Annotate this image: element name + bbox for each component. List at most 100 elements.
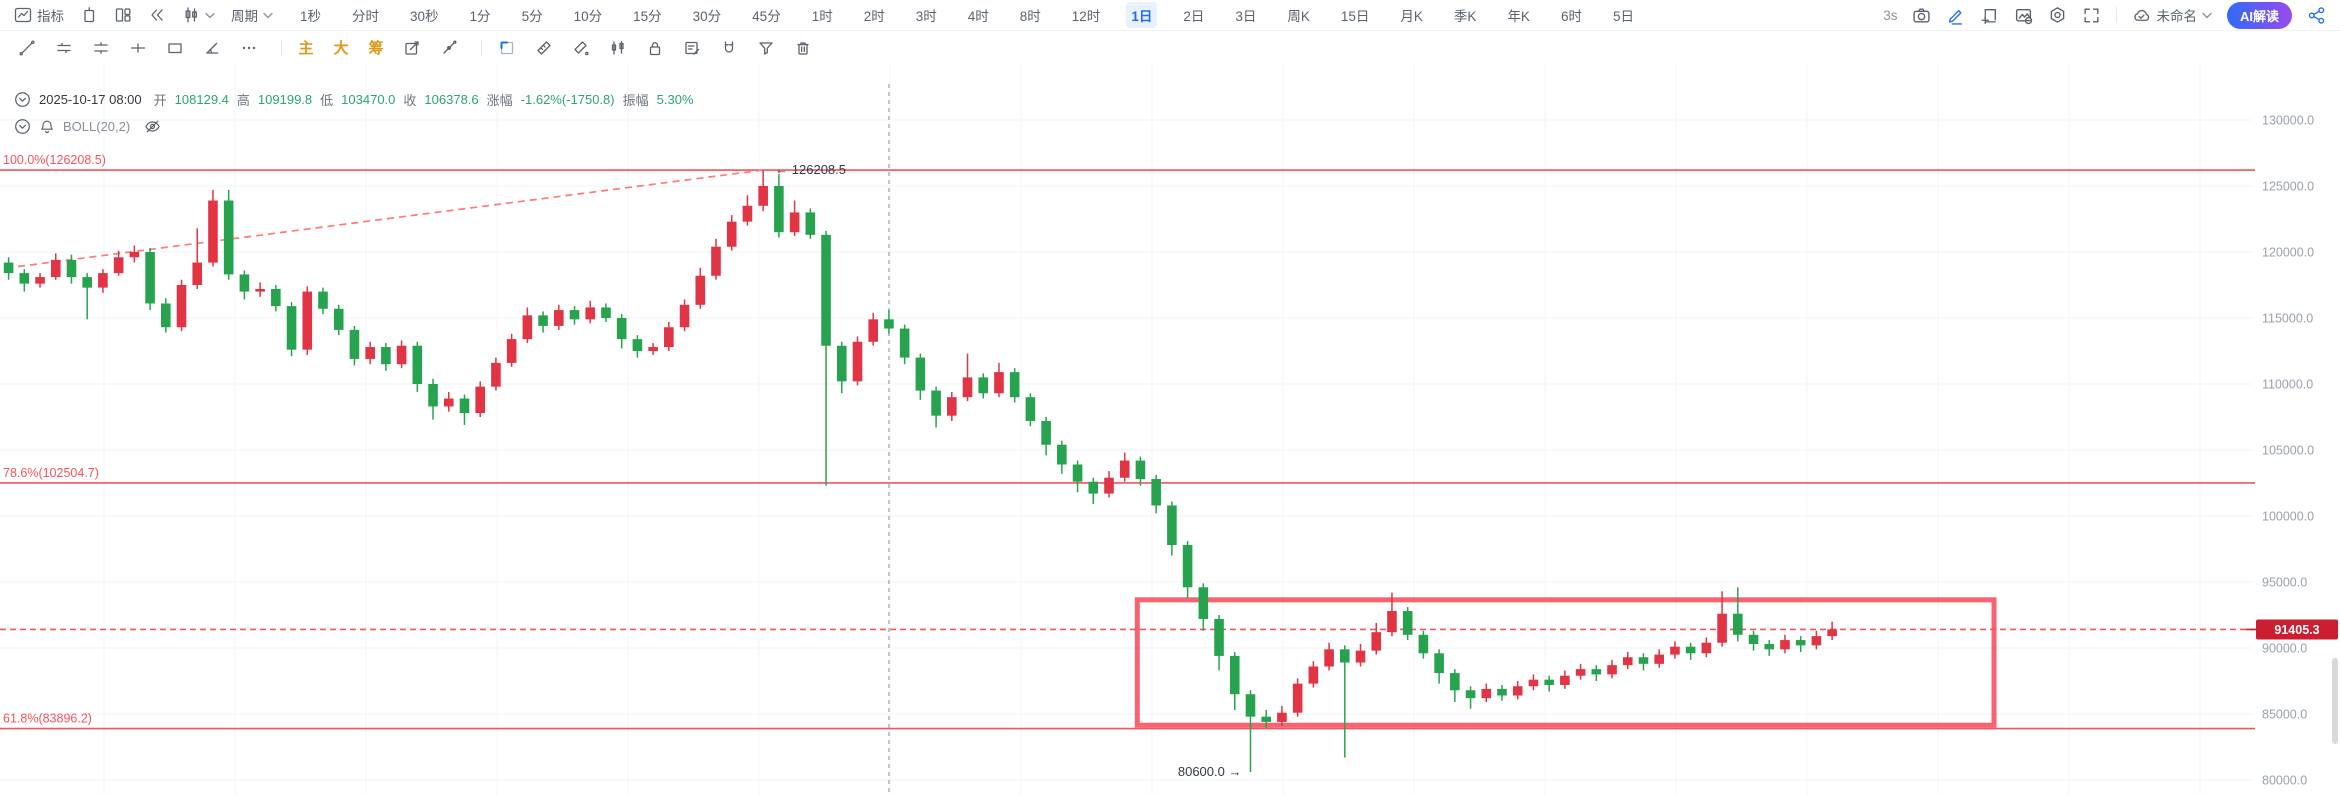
svg-text:110000.0: 110000.0 (2262, 378, 2313, 392)
indicators-button[interactable]: 指标 (14, 5, 64, 25)
svg-text:85000.0: 85000.0 (2262, 708, 2307, 722)
cross-line-icon (130, 42, 146, 53)
collapse-indicator-button[interactable] (14, 118, 31, 135)
chevron-down-icon (263, 12, 273, 18)
interval-10分[interactable]: 10分 (573, 9, 603, 24)
interval-5日[interactable]: 5日 (1612, 9, 1634, 24)
lock-tool[interactable] (640, 35, 670, 61)
camera-icon (1913, 7, 1931, 23)
add-pane-icon (1981, 8, 1997, 24)
interval-15分[interactable]: 15分 (633, 9, 662, 24)
interval-4时[interactable]: 4时 (967, 9, 989, 24)
rectangle-tool[interactable] (160, 35, 190, 61)
document-name-dropdown[interactable]: 未命名 (2132, 5, 2212, 25)
compare-button[interactable] (80, 6, 98, 24)
alert-button[interactable] (39, 119, 55, 135)
settings-icon (2051, 6, 2065, 23)
trend-line-tool[interactable] (12, 35, 42, 61)
ai-analysis-button[interactable]: AI解读 (2226, 1, 2292, 29)
share-button[interactable] (2307, 6, 2326, 25)
eye-off-icon (145, 120, 160, 133)
interval-2日[interactable]: 2日 (1183, 9, 1205, 24)
main-chart-tool[interactable]: 主 (298, 40, 314, 57)
main-toolbar: 指标 周期 1秒 分时 30秒 1分 5分 10分 15分 30分 45分 1时 2时 3时 4时 8时 1… (0, 0, 2340, 31)
horizontal-lines-tool[interactable] (86, 35, 116, 61)
snapshot-button[interactable] (1912, 6, 1931, 25)
delete-tool[interactable] (788, 35, 818, 61)
svg-text:91405.3: 91405.3 (2274, 623, 2319, 637)
interval-3时[interactable]: 3时 (915, 9, 937, 24)
eraser-tool[interactable] (566, 35, 596, 61)
chips-tool[interactable]: 筹 (368, 40, 384, 57)
magnet-tool[interactable] (714, 35, 744, 61)
svg-text:100.0%(126208.5): 100.0%(126208.5) (3, 153, 106, 167)
edit-button[interactable] (1946, 6, 1965, 25)
chevron-circle-icon (15, 119, 30, 134)
interval-分时[interactable]: 分时 (352, 9, 380, 24)
settings-button[interactable] (2048, 6, 2067, 25)
svg-text:115000.0: 115000.0 (2262, 312, 2313, 326)
edit-icon (1949, 9, 1963, 25)
close-label: 收 (403, 93, 417, 108)
select-rect-tool[interactable] (492, 35, 522, 61)
interval-月K[interactable]: 月K (1400, 9, 1423, 24)
svg-text:80000.0: 80000.0 (2262, 774, 2307, 788)
interval-45分[interactable]: 45分 (752, 9, 781, 24)
interval-30秒[interactable]: 30秒 (410, 9, 439, 24)
layout-icon (115, 8, 131, 22)
angle-dot-tool[interactable] (434, 35, 464, 61)
chevron-down-icon (2202, 12, 2212, 18)
fullscreen-button[interactable] (2082, 6, 2101, 25)
interval-12时[interactable]: 12时 (1071, 9, 1101, 24)
open-value: 108129.4 (174, 92, 229, 107)
box-edit-tool[interactable] (397, 35, 427, 61)
drawing-toolbar: 主 大 筹 (0, 31, 2340, 64)
chart-style-dropdown[interactable] (182, 6, 215, 24)
ai-analysis-label: AI解读 (2239, 8, 2279, 24)
interval-6时[interactable]: 6时 (1560, 9, 1582, 24)
interval-周K[interactable]: 周K (1287, 9, 1310, 24)
interval-2时[interactable]: 2时 (863, 9, 885, 24)
interval-30分[interactable]: 30分 (692, 9, 722, 24)
close-value: 106378.6 (424, 92, 479, 107)
interval-3日[interactable]: 3日 (1235, 9, 1257, 24)
svg-text:90000.0: 90000.0 (2262, 642, 2307, 656)
svg-text:61.8%(83896.2): 61.8%(83896.2) (3, 712, 92, 726)
interval-5分[interactable]: 5分 (521, 9, 543, 24)
trend-angle-tool[interactable] (197, 35, 227, 61)
trend-line-icon (19, 39, 35, 56)
interval-1分[interactable]: 1分 (469, 9, 491, 24)
chevron-circle-icon (15, 92, 30, 107)
divider (281, 39, 282, 56)
interval-1日[interactable]: 1日 (1126, 2, 1158, 28)
hide-indicator-button[interactable] (144, 118, 161, 135)
add-pane-button[interactable] (1980, 6, 1999, 25)
cross-line-tool[interactable] (123, 35, 153, 61)
bell-icon (41, 120, 53, 133)
period-dropdown[interactable]: 周期 (231, 5, 273, 25)
more-tools-button[interactable] (234, 35, 264, 61)
interval-1秒[interactable]: 1秒 (300, 9, 322, 24)
collapse-button[interactable] (14, 91, 31, 108)
pattern-tool[interactable] (603, 35, 633, 61)
change-value: -1.62%(-1750.8) (520, 92, 615, 107)
interval-8时[interactable]: 8时 (1019, 9, 1041, 24)
large-view-tool[interactable]: 大 (333, 40, 349, 57)
interval-年K[interactable]: 年K (1507, 9, 1530, 24)
history-back-button[interactable] (148, 6, 166, 24)
interval-15日[interactable]: 15日 (1340, 9, 1370, 24)
divider (481, 39, 482, 56)
parallel-lines-icon (57, 42, 71, 53)
interval-季K[interactable]: 季K (1453, 9, 1477, 24)
filter-tool[interactable] (751, 35, 781, 61)
note-icon (685, 41, 700, 55)
parallel-lines-tool[interactable] (49, 35, 79, 61)
layout-button[interactable] (114, 6, 132, 24)
ruler-tool[interactable] (529, 35, 559, 61)
interval-1时[interactable]: 1时 (811, 9, 833, 24)
amplitude-value: 5.30% (656, 92, 694, 107)
note-tool[interactable] (677, 35, 707, 61)
export-image-button[interactable] (2014, 6, 2033, 25)
